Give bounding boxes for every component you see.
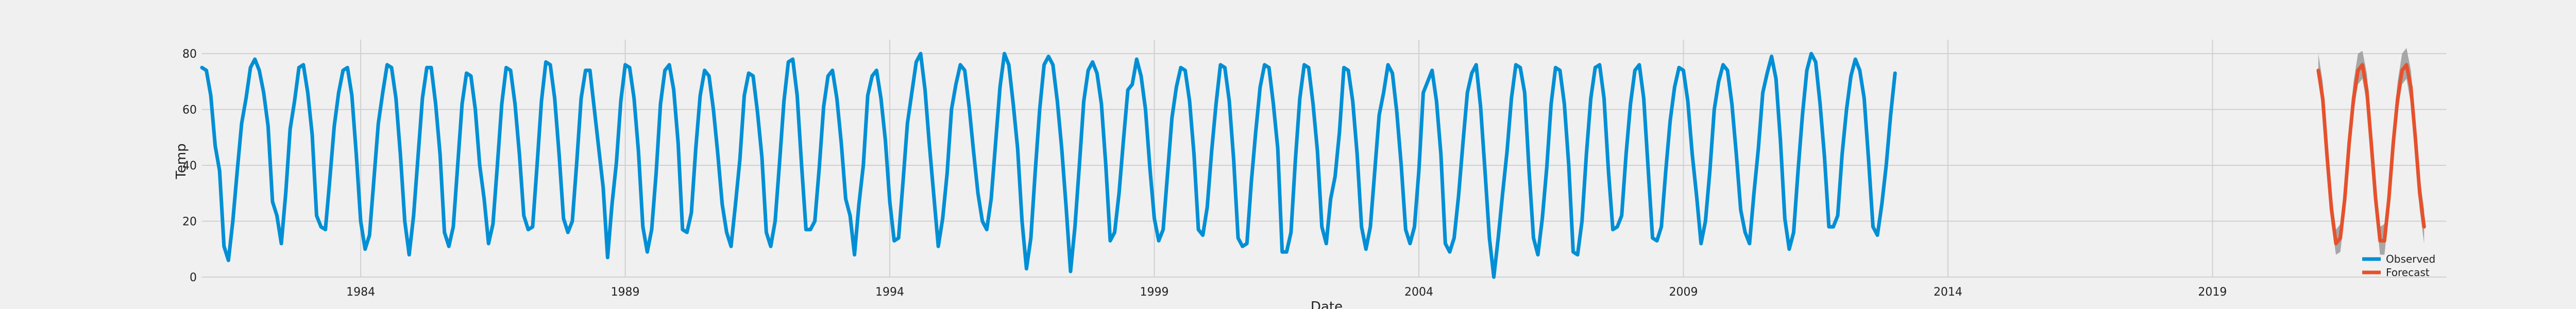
legend-item-forecast-label: Forecast bbox=[2386, 266, 2430, 279]
tick-labels: 0 20 40 60 80 1984 1989 1994 1999 2004 2009 2014 201… bbox=[182, 48, 2227, 299]
y-axis-label: Temp bbox=[174, 143, 189, 179]
y-tick-label: 0 bbox=[190, 271, 197, 284]
legend-item-observed-label: Observed bbox=[2386, 253, 2435, 265]
x-tick-label: 2019 bbox=[2198, 286, 2227, 299]
x-tick-label: 1999 bbox=[1140, 286, 1169, 299]
x-tick-label: 1984 bbox=[346, 286, 375, 299]
observed-series-line bbox=[200, 52, 1897, 279]
x-tick-label: 1994 bbox=[875, 286, 904, 299]
y-tick-label: 20 bbox=[182, 216, 197, 229]
y-tick-label: 60 bbox=[182, 104, 197, 117]
x-tick-label: 2009 bbox=[1669, 286, 1698, 299]
y-tick-label: 80 bbox=[182, 48, 197, 61]
x-tick-label: 1989 bbox=[611, 286, 640, 299]
x-tick-label: 2004 bbox=[1404, 286, 1433, 299]
y-tick-label: 40 bbox=[182, 160, 197, 173]
series-lines bbox=[200, 52, 2426, 279]
forecast-series-line bbox=[2316, 63, 2426, 246]
x-axis-label: Date bbox=[1311, 299, 1343, 309]
x-tick-label: 2014 bbox=[1934, 286, 1962, 299]
